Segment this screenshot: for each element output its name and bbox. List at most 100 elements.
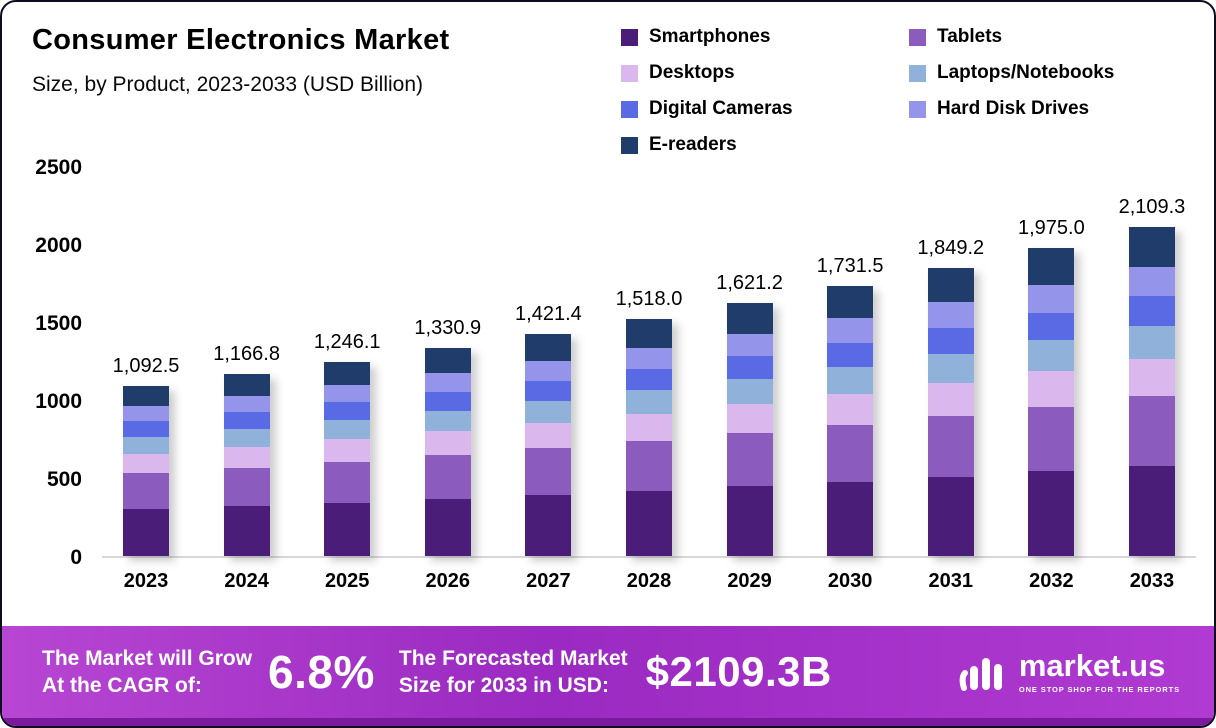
segment-laptops-notebooks bbox=[324, 419, 371, 440]
segment-laptops-notebooks bbox=[827, 366, 874, 394]
segment-hard-disk-drives bbox=[1128, 266, 1175, 297]
segment-digital-cameras bbox=[525, 380, 572, 401]
market-us-logo: market.us ONE STOP SHOP FOR THE REPORTS bbox=[957, 648, 1180, 696]
segment-hard-disk-drives bbox=[726, 333, 773, 357]
segment-tablets bbox=[927, 416, 974, 477]
segment-hard-disk-drives bbox=[223, 395, 270, 413]
segment-laptops-notebooks bbox=[927, 354, 974, 383]
y-tick-label: 2000 bbox=[35, 234, 82, 257]
segment-desktops bbox=[827, 393, 874, 425]
bar-stack bbox=[223, 374, 270, 556]
segment-smartphones bbox=[123, 509, 169, 556]
y-tick-label: 500 bbox=[46, 468, 82, 491]
segment-smartphones bbox=[827, 481, 874, 556]
segment-digital-cameras bbox=[223, 412, 270, 429]
market-us-logo-icon bbox=[959, 658, 1002, 691]
title-block: Consumer Electronics Market Size, by Pro… bbox=[32, 24, 449, 97]
segment-digital-cameras bbox=[1128, 296, 1175, 326]
x-axis: 2023 2024 2025 2026 2027 2028 2029 2030 2031 2032… bbox=[102, 570, 1196, 593]
bar-stack bbox=[726, 303, 773, 556]
segment-smartphones bbox=[1128, 465, 1175, 556]
legend-item-digital-cameras: Digital Cameras bbox=[621, 98, 909, 120]
bar-total-label: 1,421.4 bbox=[515, 303, 582, 326]
segment-desktops bbox=[927, 382, 974, 417]
bar-2032: 1,975.0 bbox=[1018, 217, 1085, 556]
bar-total-label: 1,849.2 bbox=[917, 236, 985, 259]
segment-e-readers bbox=[123, 385, 169, 407]
segment-hard-disk-drives bbox=[324, 384, 371, 403]
legend-label: Desktops bbox=[649, 62, 735, 83]
segment-digital-cameras bbox=[424, 392, 471, 411]
logo-text: market.us bbox=[1018, 648, 1166, 683]
bar-2029: 1,621.2 bbox=[716, 272, 783, 556]
bar-total-label: 1,731.5 bbox=[816, 254, 884, 277]
segment-desktops bbox=[1028, 371, 1075, 407]
legend-swatch bbox=[621, 100, 638, 118]
segment-digital-cameras bbox=[927, 328, 974, 355]
legend-swatch bbox=[621, 136, 638, 154]
segment-laptops-notebooks bbox=[726, 379, 773, 405]
segment-laptops-notebooks bbox=[625, 390, 672, 414]
segment-laptops-notebooks bbox=[424, 410, 471, 432]
logo-text-block: market.us ONE STOP SHOP FOR THE REPORTS bbox=[1019, 650, 1180, 694]
cagr-label-line2: At the CAGR of: bbox=[42, 674, 202, 697]
x-tick-2024: 2024 bbox=[224, 570, 269, 592]
bar-2027: 1,421.4 bbox=[515, 303, 582, 556]
segment-e-readers bbox=[625, 319, 672, 348]
segment-laptops-notebooks bbox=[123, 436, 169, 454]
bar-stack bbox=[827, 285, 874, 556]
legend-item-hard-disk-drives: Hard Disk Drives bbox=[909, 98, 1186, 120]
x-tick-2030: 2030 bbox=[827, 570, 873, 592]
segment-smartphones bbox=[625, 490, 672, 556]
segment-tablets bbox=[827, 425, 874, 482]
segment-smartphones bbox=[927, 476, 974, 556]
segment-digital-cameras bbox=[726, 356, 773, 379]
segment-tablets bbox=[726, 433, 773, 487]
segment-e-readers bbox=[726, 303, 773, 334]
bar-stack bbox=[424, 348, 471, 556]
bar-total-label: 1,092.5 bbox=[112, 354, 180, 377]
bar-stack bbox=[324, 361, 371, 556]
segment-e-readers bbox=[424, 348, 471, 374]
segment-e-readers bbox=[1028, 247, 1075, 285]
segment-hard-disk-drives bbox=[1028, 284, 1075, 313]
x-tick-2023: 2023 bbox=[123, 570, 169, 592]
segment-laptops-notebooks bbox=[525, 400, 572, 423]
segment-e-readers bbox=[927, 267, 974, 303]
bar-total-label: 2,109.3 bbox=[1118, 196, 1186, 219]
logo-tagline: ONE STOP SHOP FOR THE REPORTS bbox=[1018, 685, 1180, 694]
y-axis: 0 500 1000 1500 2000 2500 bbox=[10, 156, 82, 569]
footer-banner: The Market will Grow At the CAGR of: 6.8… bbox=[2, 626, 1214, 726]
bar-2026: 1,330.9 bbox=[414, 317, 481, 556]
segment-smartphones bbox=[223, 505, 270, 556]
legend-item-tablets: Tablets bbox=[909, 26, 1186, 48]
legend-swatch bbox=[909, 64, 926, 82]
forecast-label-line1: The Forecasted Market bbox=[398, 646, 628, 670]
x-tick-2029: 2029 bbox=[727, 570, 772, 592]
banner-bottom-strip bbox=[2, 718, 1214, 726]
cagr-label-line1: The Market will Grow bbox=[42, 646, 253, 670]
legend-item-laptops-notebooks: Laptops/Notebooks bbox=[909, 62, 1186, 84]
x-tick-2026: 2026 bbox=[425, 570, 471, 592]
segment-digital-cameras bbox=[1028, 312, 1075, 341]
segment-hard-disk-drives bbox=[424, 373, 471, 392]
segment-laptops-notebooks bbox=[1028, 340, 1075, 372]
cagr-value: 6.8% bbox=[268, 646, 375, 698]
segment-tablets bbox=[123, 473, 169, 510]
legend-item-smartphones: Smartphones bbox=[621, 26, 909, 48]
segment-e-readers bbox=[324, 361, 371, 385]
legend-label: Digital Cameras bbox=[649, 98, 793, 119]
segment-e-readers bbox=[223, 374, 270, 396]
bar-stack bbox=[625, 319, 672, 556]
segment-hard-disk-drives bbox=[625, 347, 672, 369]
y-tick-label: 0 bbox=[70, 546, 82, 569]
segment-laptops-notebooks bbox=[1128, 325, 1175, 359]
legend-label: Laptops/Notebooks bbox=[937, 62, 1115, 83]
segment-desktops bbox=[324, 439, 371, 462]
legend-item-desktops: Desktops bbox=[621, 62, 909, 84]
forecast-label-line2: Size for 2033 in USD: bbox=[398, 674, 609, 697]
legend: Smartphones Tablets Desktops Laptops/Notebo… bbox=[621, 24, 1186, 156]
y-tick-label: 1500 bbox=[35, 312, 82, 335]
segment-e-readers bbox=[827, 285, 874, 319]
segment-hard-disk-drives bbox=[827, 318, 874, 343]
